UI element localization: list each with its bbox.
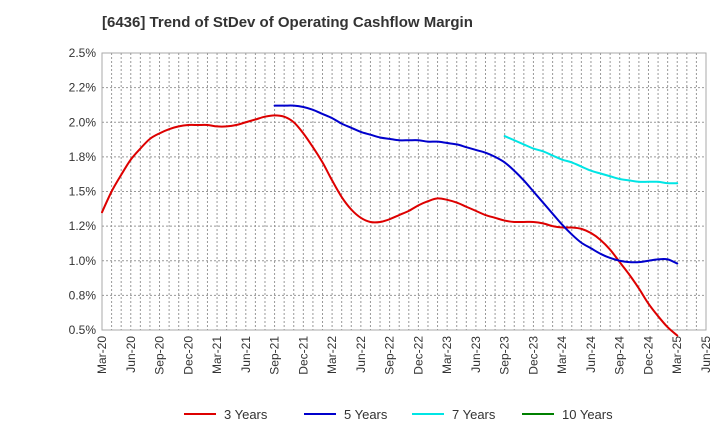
y-tick-label: 2.0% [69, 115, 97, 129]
y-tick-label: 2.5% [69, 46, 97, 60]
x-tick-label: Mar-25 [670, 336, 684, 374]
x-tick-label: Dec-21 [296, 336, 310, 375]
x-tick-label: Mar-23 [440, 336, 454, 374]
legend-label-5-years: 5 Years [344, 407, 388, 422]
x-tick-label: Jun-23 [469, 336, 483, 373]
y-tick-label: 1.5% [69, 185, 97, 199]
y-tick-label: 1.8% [69, 150, 97, 164]
legend-label-10-years: 10 Years [562, 407, 613, 422]
legend-label-3-years: 3 Years [224, 407, 268, 422]
y-tick-label: 1.0% [69, 254, 97, 268]
y-tick-label: 0.5% [69, 323, 97, 337]
x-tick-label: Sep-20 [153, 336, 167, 375]
x-tick-label: Mar-24 [555, 336, 569, 374]
x-tick-label: Jun-24 [584, 336, 598, 373]
x-tick-label: Mar-21 [210, 336, 224, 374]
x-tick-label: Dec-24 [641, 336, 655, 375]
x-tick-label: Jun-20 [124, 336, 138, 373]
x-tick-label: Jun-21 [239, 336, 253, 373]
y-tick-label: 0.8% [69, 288, 97, 302]
x-tick-label: Dec-23 [526, 336, 540, 375]
x-tick-label: Dec-22 [411, 336, 425, 375]
x-tick-label: Mar-22 [325, 336, 339, 374]
x-tick-label: Dec-20 [181, 336, 195, 375]
x-tick-label: Jun-25 [699, 336, 713, 373]
x-tick-label: Mar-20 [95, 336, 109, 374]
axis-layer: 0.5% 0.8% 1.0% 1.2% 1.5% 1.8% 2.0% 2.2% 2.5% Mar-… [69, 46, 713, 375]
grid-layer [101, 52, 707, 331]
series-line-5-years [273, 104, 679, 265]
x-tick-label: Sep-21 [268, 336, 282, 375]
legend-label-7-years: 7 Years [452, 407, 496, 422]
legend: 3 Years 5 Years 7 Years 10 Years [184, 407, 613, 422]
x-tick-label: Sep-22 [383, 336, 397, 375]
y-tick-label: 2.2% [69, 81, 97, 95]
x-tick-label: Sep-24 [613, 336, 627, 375]
series-line-3-years [101, 114, 679, 337]
y-tick-label: 1.2% [69, 219, 97, 233]
x-tick-label: Sep-23 [498, 336, 512, 375]
chart-title: [6436] Trend of StDev of Operating Cashf… [102, 14, 473, 31]
series-line-7-years [503, 135, 679, 185]
x-tick-label: Jun-22 [354, 336, 368, 373]
series-layer [101, 104, 679, 337]
